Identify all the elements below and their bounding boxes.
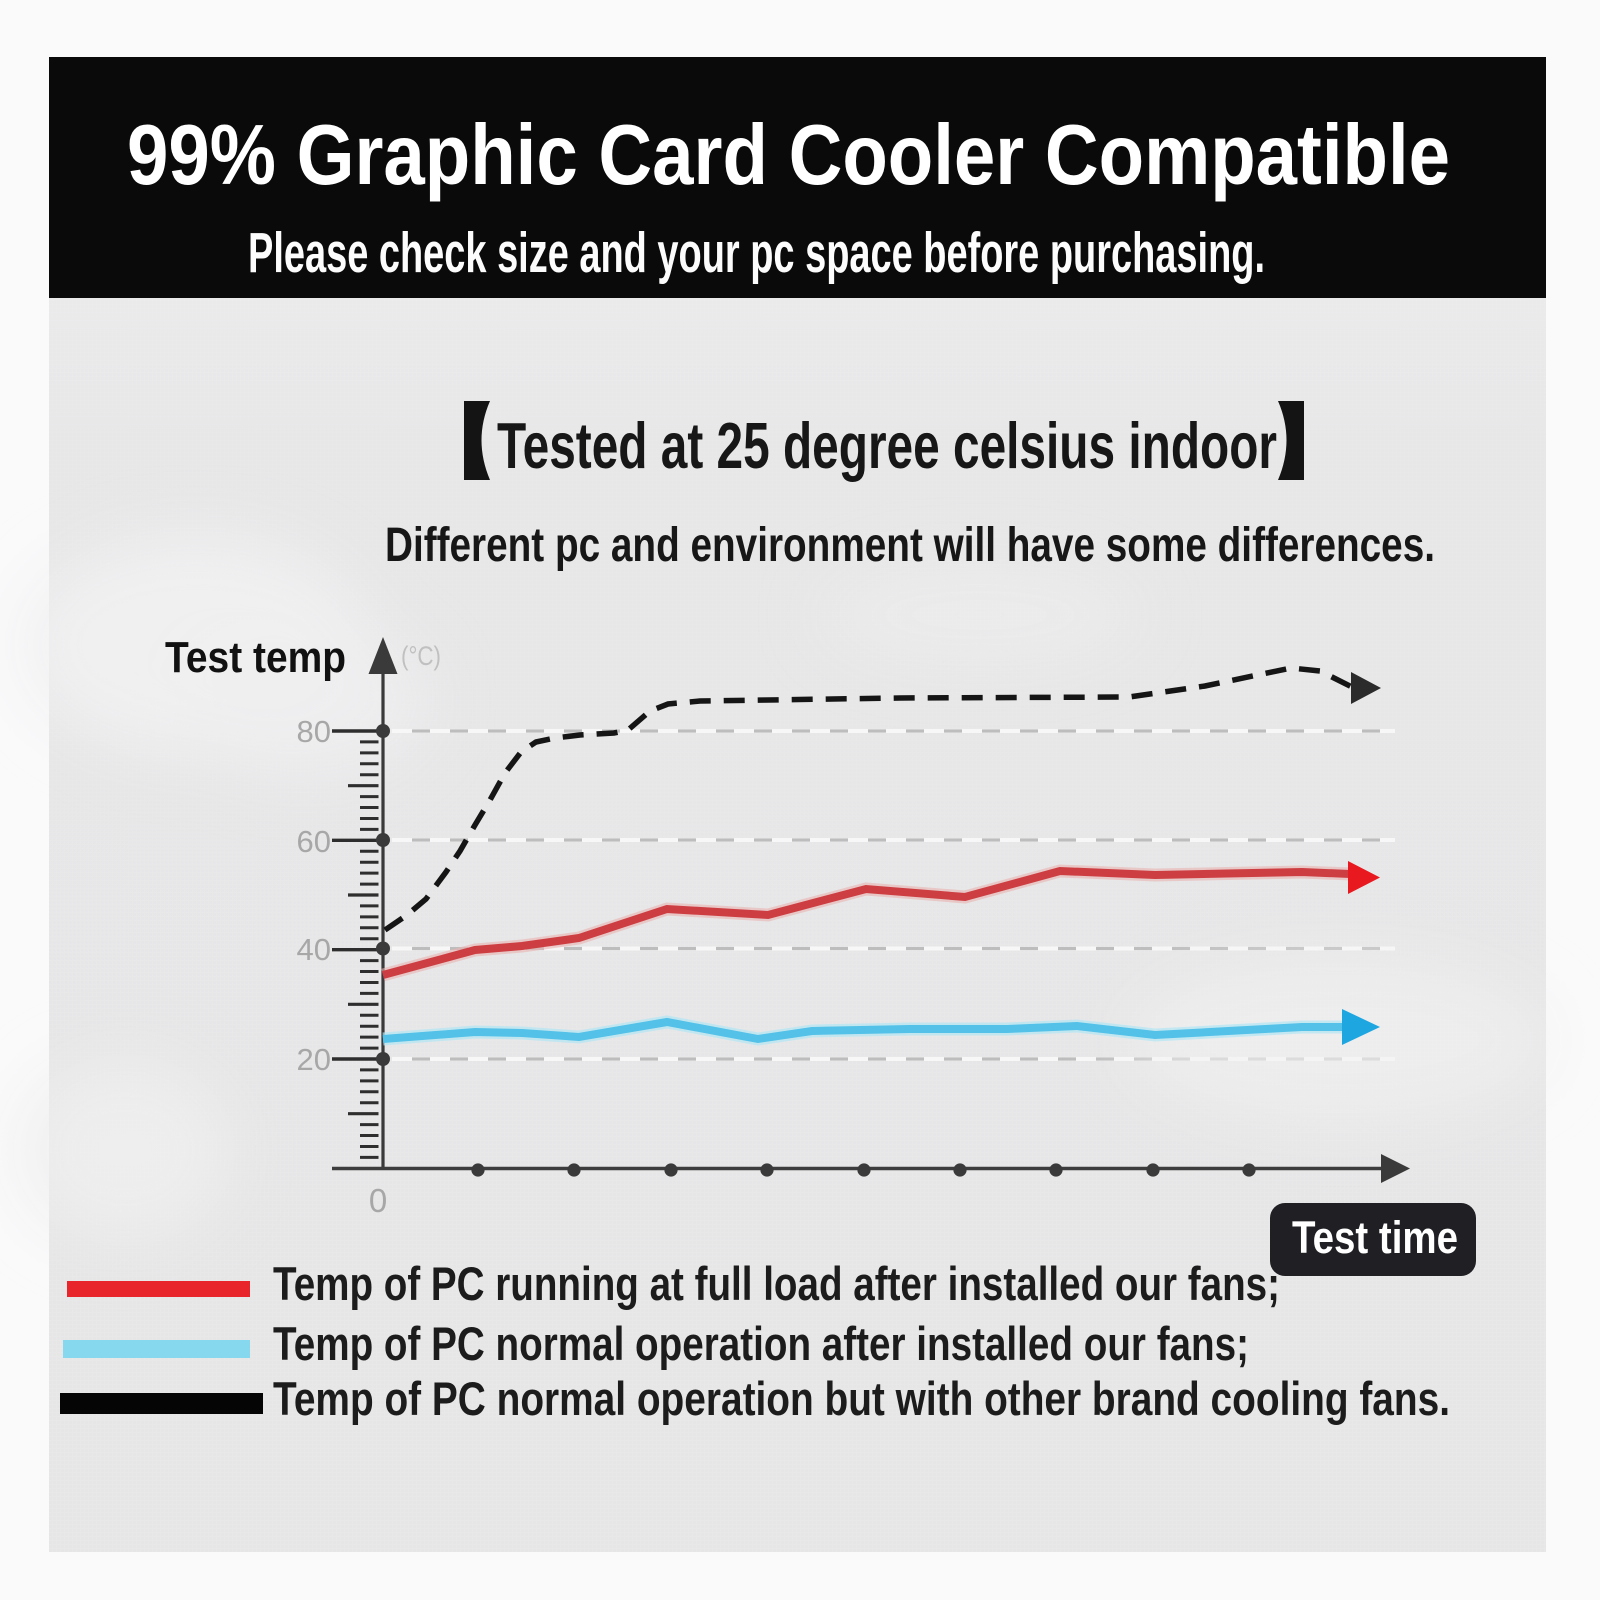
svg-text:(°C): (°C) — [401, 641, 441, 671]
svg-text:0: 0 — [369, 1182, 387, 1219]
svg-text:Temp of PC running at full loa: Temp of PC running at full load after in… — [273, 1257, 1280, 1310]
svg-text:Different pc and environment w: Different pc and environment will have s… — [385, 519, 1435, 572]
svg-text:80: 80 — [297, 714, 331, 749]
svg-text:20: 20 — [297, 1042, 331, 1077]
svg-text:Test time: Test time — [1292, 1212, 1458, 1263]
svg-text:99% Graphic Card Cooler Compat: 99% Graphic Card Cooler Compatible — [127, 108, 1450, 203]
svg-text:Temp of PC normal operation bu: Temp of PC normal operation but with oth… — [273, 1372, 1450, 1425]
svg-text:Tested at 25 degree celsius in: Tested at 25 degree celsius indoor — [497, 409, 1277, 482]
svg-text:40: 40 — [297, 932, 331, 967]
svg-text:Test temp: Test temp — [165, 633, 346, 682]
svg-text:Please check size and your pc: Please check size and your pc space befo… — [248, 221, 1265, 285]
svg-text:Temp of PC normal operation af: Temp of PC normal operation after instal… — [273, 1317, 1249, 1370]
svg-text:60: 60 — [297, 824, 331, 859]
